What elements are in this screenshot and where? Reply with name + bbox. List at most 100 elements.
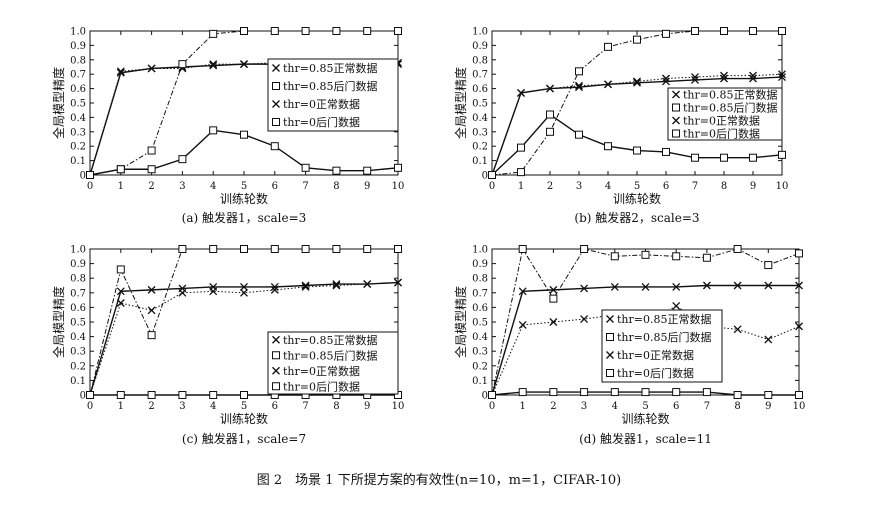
data-point (178, 155, 187, 164)
y-axis-label: 全局模型精度 (453, 286, 468, 358)
x-marker-stroke (795, 281, 803, 290)
y-tick-label: 0.5 (70, 99, 86, 110)
x-marker-stroke (240, 288, 248, 297)
x-tick-label: 7 (302, 181, 308, 192)
x-tick-label: 4 (210, 181, 216, 192)
data-point (604, 42, 612, 51)
x-tick-label: 0 (87, 401, 93, 412)
x-tick-label: 6 (663, 181, 669, 192)
data-point (633, 146, 641, 155)
x-marker-stroke (332, 281, 341, 290)
y-axis-label: 全局模型精度 (51, 67, 66, 139)
data-point (604, 142, 612, 151)
data-point (86, 391, 94, 399)
x-marker-stroke (394, 278, 402, 287)
y-tick-label: 1.0 (70, 245, 86, 256)
data-point (778, 27, 786, 35)
data-point (332, 27, 341, 35)
data-point (733, 391, 742, 399)
data-point (116, 391, 125, 399)
y-tick-label: 0.7 (70, 70, 86, 81)
y-tick-label: 0.6 (70, 84, 86, 95)
legend-label: thr=0正常数据 (617, 348, 694, 362)
x-marker-stroke (733, 325, 742, 334)
x-tick-label: 0 (489, 401, 495, 412)
x-marker-stroke (672, 301, 681, 310)
x-tick-label: 7 (302, 401, 308, 412)
data-point (549, 388, 558, 397)
legend-marker (272, 382, 280, 391)
data-point (720, 74, 728, 83)
legend: thr=0.85正常数据thr=0.85后门数据thr=0正常数据thr=0后门… (667, 87, 783, 141)
x-tick-label: 3 (179, 401, 185, 412)
data-point (240, 60, 248, 69)
data-point (662, 29, 670, 38)
legend-marker (672, 90, 680, 99)
data-point (518, 388, 527, 397)
data-point (147, 146, 156, 155)
data-point (549, 285, 558, 294)
chart-panel-3: 0 0.1 0.2 0.3 0.4 0.5 0.6 0.7 0.8 0.9 1.0 0 1 2 3 4 5 6 7 8… (51, 245, 404, 447)
y-tick-label: 0.9 (472, 259, 488, 270)
data-point (270, 142, 279, 151)
data-point (301, 245, 310, 253)
figure-caption: 图 2 场景 1 下所提方案的有效性(n=10，m=1，CIFAR-10) (257, 472, 621, 488)
y-axis-label: 全局模型精度 (453, 67, 468, 139)
x-tick-label: 10 (793, 401, 806, 412)
x-marker-stroke (672, 90, 680, 99)
data-point (178, 391, 187, 399)
x-marker-stroke (672, 116, 680, 125)
x-marker-stroke (518, 320, 527, 329)
x-marker-stroke (702, 281, 711, 290)
x-marker-stroke (549, 285, 558, 294)
y-tick-label: 0.4 (472, 113, 488, 124)
x-marker-stroke (662, 77, 670, 86)
data-point (394, 245, 402, 253)
x-marker-stroke (209, 61, 218, 70)
legend-label: thr=0.85正常数据 (283, 333, 377, 347)
x-marker-stroke (580, 284, 589, 293)
x-marker-stroke (764, 335, 773, 344)
data-point (240, 391, 248, 399)
data-point (518, 320, 527, 329)
data-point (610, 252, 619, 261)
data-point (610, 283, 619, 291)
x-marker-stroke (209, 287, 218, 296)
x-tick-label: 1 (118, 181, 124, 192)
data-point (116, 299, 125, 307)
x-marker-stroke (240, 60, 248, 69)
data-point (764, 391, 773, 399)
x-tick-label: 5 (241, 181, 247, 192)
data-point (641, 388, 650, 397)
data-point (147, 391, 156, 399)
data-point (147, 64, 156, 73)
y-tick-label: 0.6 (70, 303, 86, 314)
data-point (517, 143, 525, 152)
series-1 (488, 281, 803, 399)
x-marker-stroke (116, 68, 125, 77)
data-point (209, 126, 218, 135)
legend: thr=0.85正常数据thr=0.85后门数据thr=0正常数据thr=0后门… (267, 58, 399, 132)
data-point (517, 168, 525, 177)
legend-label: thr=0后门数据 (683, 127, 760, 141)
data-point (795, 322, 803, 331)
x-marker-stroke (641, 283, 650, 291)
series-4 (86, 245, 402, 399)
x-tick-label: 5 (241, 401, 247, 412)
data-point (517, 88, 525, 97)
y-tick-label: 0.1 (472, 156, 488, 167)
legend-label: thr=0后门数据 (617, 366, 694, 380)
data-point (672, 252, 681, 261)
x-marker-stroke (575, 83, 583, 92)
data-point (702, 388, 711, 397)
data-point (691, 153, 699, 162)
y-axis-label: 全局模型精度 (51, 286, 66, 358)
x-marker-stroke (116, 67, 125, 76)
x-marker-stroke (720, 74, 728, 83)
series-4 (86, 27, 402, 179)
data-point (116, 265, 125, 274)
data-point (363, 245, 372, 253)
x-tick-label: 2 (148, 181, 154, 192)
data-point (580, 315, 589, 324)
x-tick-label: 9 (750, 181, 756, 192)
